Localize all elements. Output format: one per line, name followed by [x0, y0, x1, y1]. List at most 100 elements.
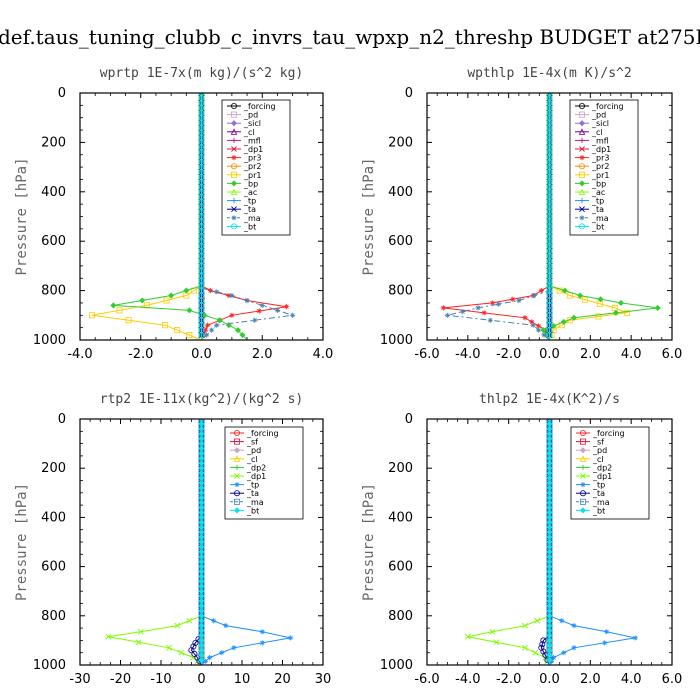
- series-marker: [570, 314, 578, 321]
- series-marker: [288, 635, 294, 641]
- panel-3: rtp2 1E-11x(kg^2)/(kg^2 s) Pressure [hPa]…: [14, 392, 331, 687]
- series-marker: [540, 637, 547, 644]
- series-marker: [581, 296, 588, 303]
- y-axis-label: Pressure [hPa]: [361, 483, 377, 601]
- series-marker: [125, 317, 132, 324]
- series-marker: [230, 180, 238, 187]
- legend-label: _ma: [246, 498, 264, 507]
- series-marker: [230, 120, 238, 127]
- legend-label: _dp1: [592, 472, 612, 481]
- series-marker: [229, 292, 235, 299]
- series-marker: [256, 308, 262, 314]
- series-marker: [540, 327, 547, 334]
- x-tick-label: -10: [150, 672, 171, 687]
- legend-label: _ta: [243, 205, 256, 214]
- plot-frame: [79, 92, 324, 341]
- series-marker: [137, 628, 144, 635]
- legend-label: _ac: [243, 188, 257, 197]
- legend-label: _pd: [243, 111, 258, 120]
- series-marker: [230, 171, 237, 178]
- legend-label: _bt: [592, 506, 605, 515]
- series-marker: [530, 322, 536, 328]
- x-tick-label: 10: [234, 672, 251, 687]
- series-marker: [105, 633, 112, 640]
- legend-label: _dp1: [246, 472, 266, 481]
- series-marker: [174, 327, 181, 334]
- legend-label: _mfl: [243, 136, 261, 145]
- series-marker: [207, 655, 213, 661]
- series-marker: [209, 327, 215, 333]
- y-tick-label: 400: [388, 510, 413, 525]
- plot-frame: [79, 418, 324, 666]
- x-tick-label: -2.0: [496, 672, 521, 687]
- series-marker: [204, 322, 211, 328]
- legend-label: _dp2: [246, 463, 266, 472]
- series-marker: [579, 507, 587, 514]
- y-tick-label: 200: [388, 135, 413, 150]
- series-marker: [198, 657, 205, 664]
- series-marker: [234, 327, 241, 334]
- series-marker: [559, 618, 565, 624]
- series-marker: [602, 640, 608, 646]
- legend-label: _ta: [592, 489, 605, 498]
- legend-label: _tp: [246, 481, 259, 490]
- x-tick-label: 2.0: [580, 347, 601, 362]
- legend-label: _pd: [591, 111, 606, 120]
- series-marker: [578, 188, 586, 195]
- x-tick-label: 0.0: [539, 347, 560, 362]
- series-marker: [546, 657, 553, 664]
- series-marker: [214, 322, 220, 328]
- series-marker: [580, 498, 587, 505]
- y-tick-label: 600: [41, 234, 66, 249]
- series-marker: [116, 307, 123, 314]
- series-marker: [579, 223, 586, 230]
- series-line-bp: [113, 93, 248, 340]
- series-marker: [612, 309, 619, 316]
- x-tick-label: -4.0: [455, 347, 480, 362]
- series-line-tp: [549, 419, 636, 665]
- series-marker: [239, 332, 246, 339]
- y-tick-label: 600: [388, 234, 413, 249]
- y-tick-label: 200: [388, 461, 413, 476]
- series-area: [89, 93, 296, 340]
- y-tick-label: 1000: [33, 658, 66, 673]
- series-marker: [231, 645, 237, 651]
- series-marker: [534, 617, 541, 624]
- series-marker: [186, 307, 193, 314]
- series-marker: [579, 198, 585, 204]
- series-marker: [580, 490, 587, 497]
- legend-label: _ma: [243, 214, 261, 223]
- series-marker: [604, 629, 610, 635]
- series-marker: [532, 649, 539, 656]
- x-tick-label: 0: [197, 672, 205, 687]
- series-marker: [233, 498, 240, 505]
- legend-label: _tp: [592, 481, 605, 490]
- y-tick-label: 400: [41, 510, 66, 525]
- series-marker: [548, 658, 555, 664]
- series-marker: [578, 180, 586, 187]
- legend-label: _pd: [246, 446, 261, 455]
- series-marker: [233, 438, 240, 445]
- legend-label: _sf: [592, 438, 604, 447]
- y-tick-label: 600: [41, 560, 66, 575]
- legend-box: [224, 426, 304, 520]
- series-marker: [495, 301, 502, 307]
- legend: _forcing_sf_pd_cl_dp2_dp1_tp_ta_ma_bt: [224, 426, 304, 520]
- legend-label: _tp: [591, 197, 604, 206]
- y-tick-label: 0: [58, 412, 66, 427]
- series-marker: [274, 307, 281, 313]
- x-tick-label: -6.0: [414, 347, 439, 362]
- series-marker: [231, 206, 237, 213]
- series-marker: [211, 618, 217, 624]
- panel-title: wpthlp 1E-4x(m K)/s^2: [467, 66, 631, 81]
- series-marker: [191, 650, 198, 657]
- series-marker: [617, 299, 624, 306]
- series-marker: [188, 647, 195, 654]
- x-tick-label: 4.0: [621, 347, 642, 362]
- series-marker: [579, 111, 586, 118]
- series-marker: [234, 473, 240, 479]
- legend-label: _pr3: [243, 154, 261, 163]
- series-marker: [259, 629, 265, 635]
- series-marker: [464, 633, 471, 640]
- series-marker: [186, 332, 193, 339]
